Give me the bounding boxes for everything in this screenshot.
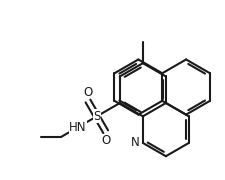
Text: O: O: [83, 86, 92, 99]
Text: N: N: [130, 136, 139, 149]
Text: HN: HN: [69, 121, 86, 134]
Text: S: S: [93, 110, 100, 123]
Text: O: O: [101, 134, 110, 147]
